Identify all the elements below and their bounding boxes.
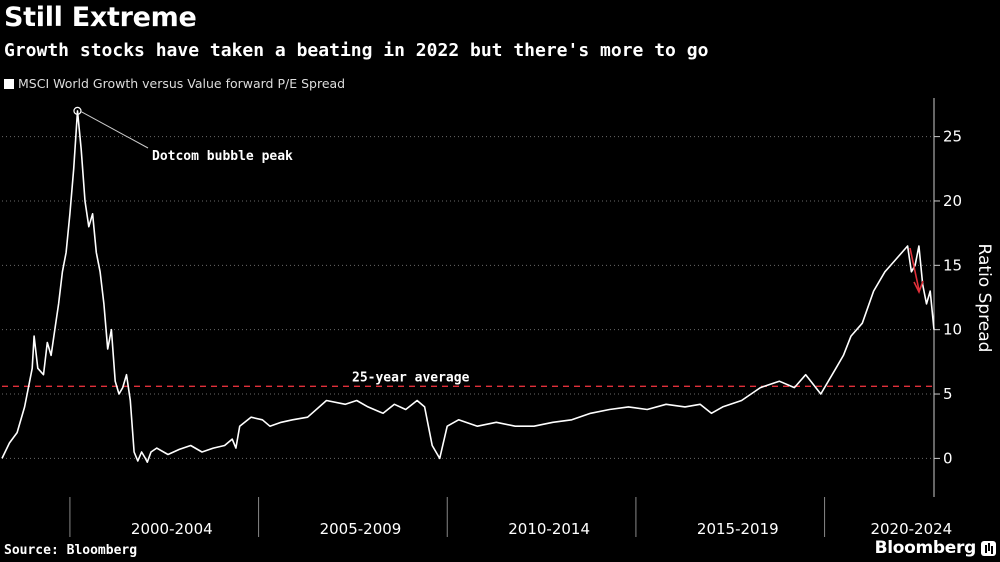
y-tick-label: 0 (943, 449, 953, 467)
x-tick-label: 2015-2019 (697, 520, 779, 538)
chart-subtitle: Growth stocks have taken a beating in 20… (4, 40, 709, 61)
y-tick-label: 25 (943, 128, 962, 146)
x-tick-label: 2020-2024 (870, 520, 952, 538)
x-tick-label: 2005-2009 (320, 520, 402, 538)
legend-swatch (4, 78, 14, 89)
y-axis-label: Ratio Spread (974, 244, 994, 353)
y-tick-label: 5 (943, 385, 953, 403)
brand-logo: Bloomberg (874, 538, 977, 558)
legend-label: MSCI World Growth versus Value forward P… (18, 76, 346, 91)
peak-annotation-label: Dotcom bubble peak (152, 149, 293, 164)
series-line (1, 110, 935, 463)
source-note: Source: Bloomberg (4, 543, 138, 558)
y-tick-label: 15 (943, 256, 962, 274)
x-tick-label: 2000-2004 (131, 520, 213, 538)
chart-title: Still Extreme (4, 2, 197, 33)
legend: MSCI World Growth versus Value forward P… (4, 76, 345, 91)
x-tick-label: 2010-2014 (508, 520, 590, 538)
peak-marker (73, 106, 82, 115)
y-tick-label: 10 (943, 321, 962, 339)
peak-leader-line (81, 111, 149, 149)
y-tick-label: 20 (943, 192, 962, 210)
bloomberg-chart-icon (981, 541, 996, 556)
down-arrow-head (913, 280, 924, 295)
average-label: 25-year average (352, 370, 470, 385)
down-arrow-shaft (909, 247, 920, 291)
